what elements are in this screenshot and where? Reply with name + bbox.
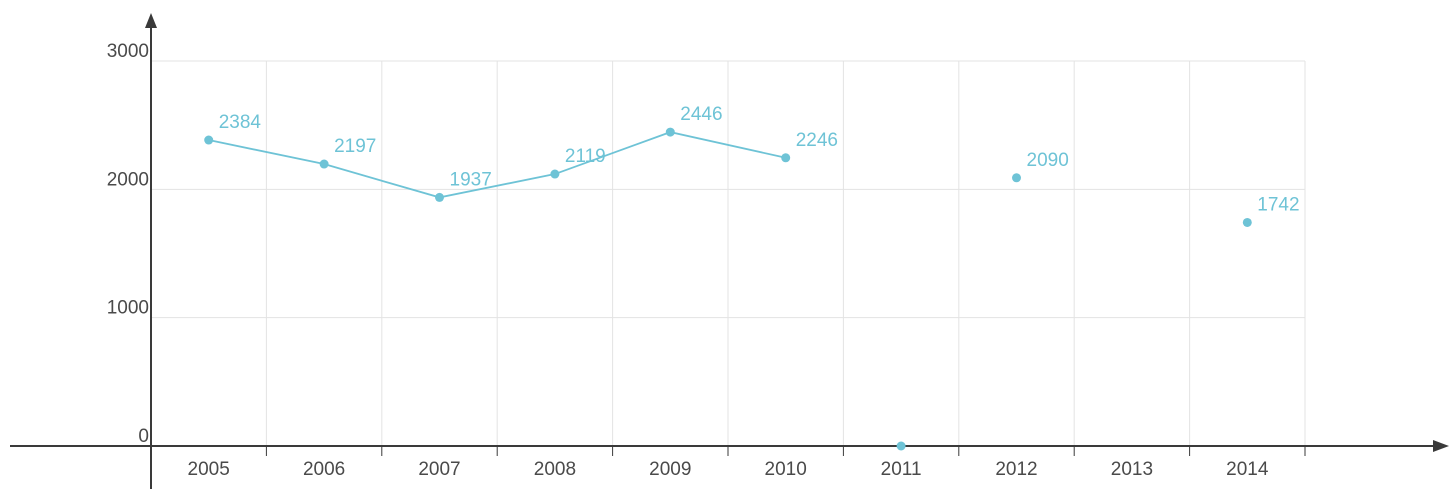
x-axis-arrow-icon: [1433, 440, 1449, 452]
data-point: [896, 441, 906, 451]
y-tick-label: 1000: [107, 298, 149, 319]
x-tick-label: 2012: [995, 459, 1037, 480]
data-point: [319, 159, 329, 169]
x-tick-label: 2005: [188, 459, 230, 480]
x-tick-label: 2011: [881, 459, 922, 480]
x-tick-label: 2014: [1226, 459, 1269, 480]
y-tick-labels: 0 1000 2000 3000: [107, 41, 149, 447]
data-label: 2197: [334, 136, 376, 157]
data-point: [1012, 173, 1021, 183]
data-point: [435, 192, 444, 202]
data-point: [781, 153, 791, 163]
axes: [10, 13, 1449, 489]
x-tick-label: 2006: [303, 459, 345, 480]
series: [204, 127, 1252, 451]
x-tick-label: 2009: [649, 459, 691, 480]
y-tick-label: 0: [138, 426, 149, 447]
data-point: [204, 135, 214, 145]
data-label: 1937: [450, 169, 492, 190]
data-label: 2446: [680, 104, 722, 125]
grid: [151, 60, 1306, 456]
data-labels: 2384 2197 1937 2119 2446 2246 2090 1742: [219, 104, 1300, 215]
x-tick-label: 2007: [418, 459, 460, 480]
x-tick-label: 2010: [765, 459, 807, 480]
x-tick-label: 2013: [1111, 459, 1153, 480]
data-label: 1742: [1257, 194, 1299, 215]
data-label: 2119: [565, 146, 606, 167]
data-label: 2384: [219, 112, 262, 133]
data-label: 2090: [1027, 150, 1069, 171]
data-point: [1242, 217, 1252, 227]
data-point: [665, 127, 675, 137]
y-tick-label: 2000: [107, 169, 149, 190]
data-point: [550, 169, 560, 179]
y-tick-label: 3000: [107, 41, 149, 62]
data-label: 2246: [796, 130, 838, 151]
series-line: [208, 131, 786, 199]
x-tick-label: 2008: [534, 459, 576, 480]
x-tick-labels: 2005 2006 2007 2008 2009 2010 2011 2012 2013 2014: [188, 459, 1269, 480]
y-axis-arrow-icon: [145, 13, 157, 28]
